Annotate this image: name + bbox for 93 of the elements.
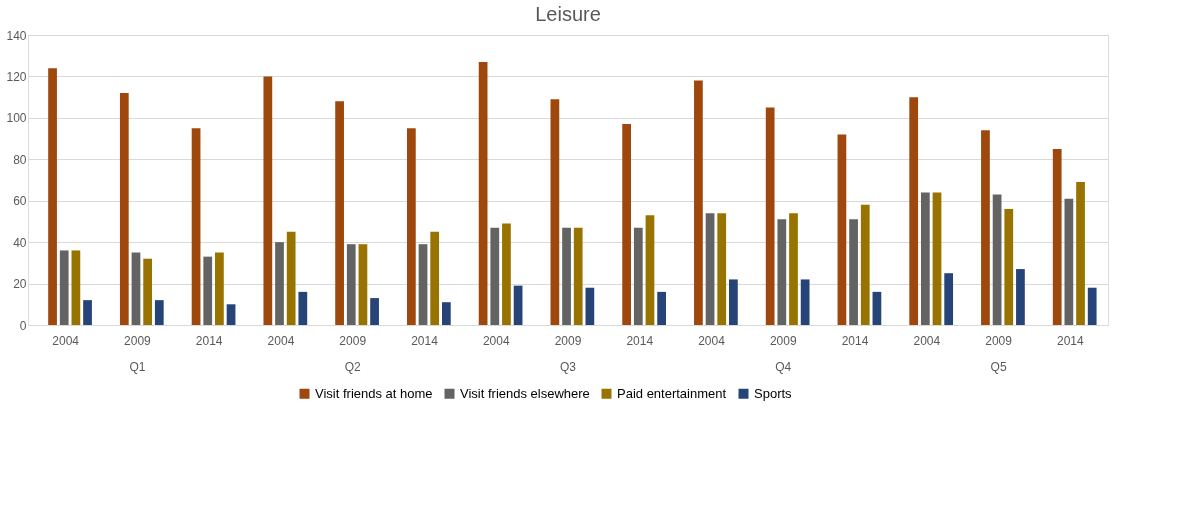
- bar: [585, 287, 595, 325]
- bar: [717, 213, 727, 325]
- bar: [143, 258, 153, 325]
- bar: [154, 300, 164, 325]
- bar: [932, 192, 942, 325]
- bar: [657, 291, 666, 325]
- x-tick-label: 2009: [769, 333, 797, 348]
- bar: [633, 227, 643, 325]
- x-tick-label: 2004: [267, 333, 295, 348]
- legend-label: Visit friends at home: [315, 385, 433, 401]
- bar: [729, 279, 738, 325]
- bar: [203, 256, 213, 325]
- bar: [298, 291, 308, 325]
- bar: [944, 273, 954, 325]
- legend-label: Sports: [754, 385, 793, 401]
- bar: [837, 134, 847, 325]
- x-tick-label: 2009: [554, 333, 582, 348]
- text: Q4: [775, 360, 792, 374]
- bar: [513, 285, 523, 325]
- bar: [920, 192, 930, 325]
- bar: [981, 130, 990, 325]
- x-tick-label: 2014: [195, 333, 223, 348]
- bar: [275, 242, 284, 325]
- bar: [1076, 182, 1085, 325]
- chart-title: Leisure: [535, 3, 601, 25]
- bar: [645, 215, 655, 325]
- bar: [441, 302, 451, 325]
- x-tick-label: 2014: [841, 333, 869, 348]
- bar: [478, 61, 488, 325]
- bar: [909, 97, 919, 325]
- bar: [992, 194, 1002, 325]
- bar: [191, 128, 201, 325]
- x-tick-label: 2009: [339, 333, 367, 348]
- bar: [1004, 209, 1014, 325]
- y-tick-label: 20: [13, 277, 27, 292]
- bar: [1016, 269, 1025, 325]
- bar: [573, 227, 583, 325]
- text: Q5: [990, 360, 1007, 374]
- x-tick-label: 2004: [698, 333, 726, 348]
- bar: [430, 231, 440, 325]
- bar: [346, 244, 356, 325]
- bar: [335, 101, 344, 325]
- x-tick-label: 2004: [913, 333, 941, 348]
- x-tick-label: 2014: [1056, 333, 1084, 348]
- bar: [872, 291, 882, 325]
- text: Q1: [129, 360, 146, 374]
- bar: [1052, 148, 1062, 325]
- bar: [370, 298, 379, 325]
- x-tick-label: 2014: [626, 333, 654, 348]
- text: Q3: [559, 360, 577, 374]
- legend-label: Visit friends elsewhere: [460, 385, 590, 401]
- x-tick-label: 2014: [411, 333, 439, 348]
- legend-label: Paid entertainment: [617, 385, 727, 401]
- bar: [1087, 287, 1097, 325]
- y-tick-label: 80: [13, 152, 27, 167]
- bar: [502, 223, 511, 325]
- bar: [705, 213, 715, 325]
- y-tick-label: 100: [6, 111, 27, 126]
- bar: [765, 107, 775, 325]
- bar: [226, 304, 236, 325]
- x-tick-label: 2004: [482, 333, 510, 348]
- bar: [83, 300, 92, 325]
- x-tick-label: 2004: [52, 333, 80, 348]
- x-tick-label: 2009: [124, 333, 152, 348]
- bar: [59, 250, 69, 325]
- bar: [418, 244, 428, 325]
- bar: [694, 80, 703, 325]
- bar: [622, 124, 632, 325]
- y-tick-label: 0: [19, 318, 27, 333]
- bar: [777, 219, 787, 325]
- y-tick-label: 120: [6, 69, 27, 84]
- text: Q2: [344, 360, 362, 374]
- bar: [789, 213, 798, 325]
- bar: [1064, 198, 1074, 325]
- x-tick-label: 2009: [985, 333, 1013, 348]
- bar: [286, 231, 296, 325]
- bar: [48, 68, 57, 325]
- bar: [131, 252, 141, 325]
- bar: [562, 227, 571, 325]
- bar: [215, 252, 224, 325]
- bar: [550, 99, 560, 325]
- bar: [119, 93, 129, 325]
- bar: [860, 204, 870, 325]
- bar: [358, 244, 368, 325]
- y-tick-label: 40: [13, 235, 27, 250]
- bar: [490, 227, 500, 325]
- bar: [800, 279, 810, 325]
- y-tick-label: 60: [13, 194, 27, 209]
- bar: [406, 128, 416, 325]
- bar: [849, 219, 858, 325]
- bar: [71, 250, 81, 325]
- y-tick-label: 140: [6, 28, 27, 43]
- bar: [263, 76, 273, 325]
